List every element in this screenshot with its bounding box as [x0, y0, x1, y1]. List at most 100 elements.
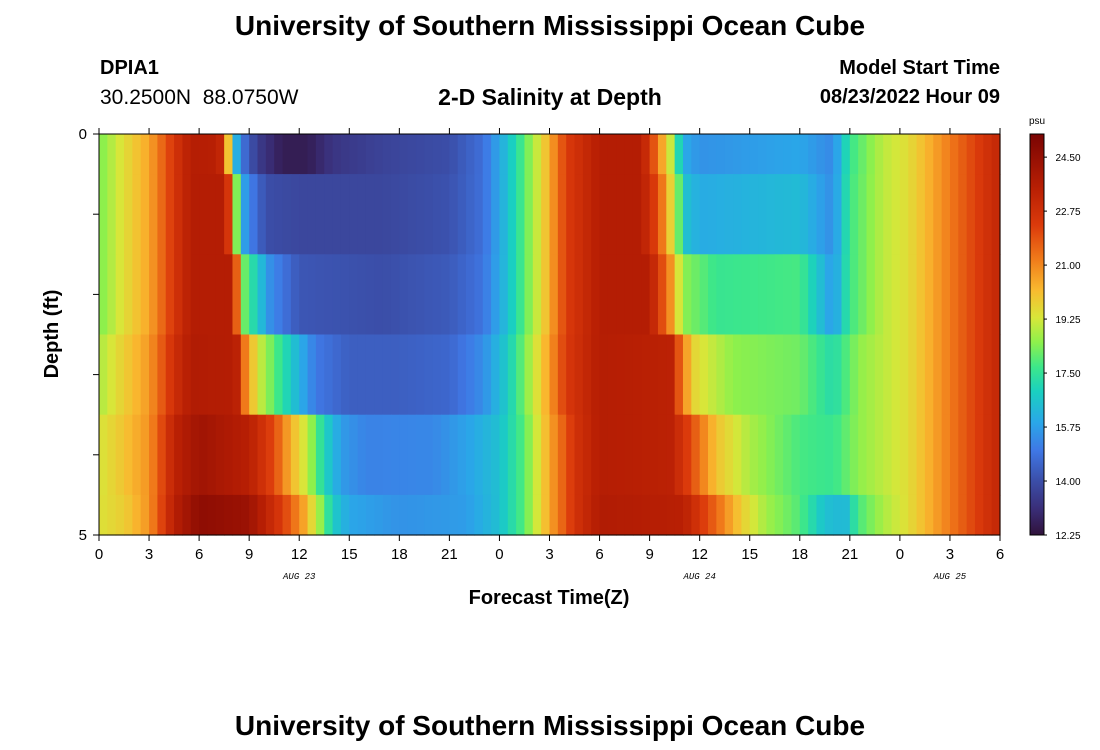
y-axis-title: Depth (ft): [41, 290, 63, 379]
heatmap-cell: [574, 134, 584, 175]
heatmap-cell: [207, 414, 217, 496]
heatmap-cell: [991, 134, 1001, 175]
heatmap-cell: [240, 254, 250, 336]
heatmap-cell: [966, 254, 976, 336]
colorbar-tick-label: 21.00: [1055, 261, 1080, 272]
heatmap-cell: [549, 174, 559, 255]
x-tick-label: 6: [595, 546, 603, 563]
heatmap-cell: [566, 334, 576, 416]
heatmap-cell: [691, 174, 701, 255]
x-tick-label: 0: [95, 546, 103, 563]
heatmap-cell: [265, 174, 275, 255]
heatmap-cell: [649, 134, 659, 175]
heatmap-cell: [858, 414, 868, 496]
heatmap-cell: [382, 254, 392, 336]
heatmap-cell: [132, 134, 142, 175]
heatmap-cell: [491, 174, 501, 255]
heatmap-cell: [207, 494, 217, 536]
heatmap-cell: [641, 174, 651, 255]
heatmap-cell: [724, 254, 734, 336]
heatmap-cell: [124, 414, 133, 496]
heatmap-cell: [382, 414, 392, 496]
heatmap-cell: [474, 414, 484, 496]
heatmap-cell: [340, 334, 350, 416]
heatmap-cell: [532, 134, 542, 175]
heatmap-cell: [966, 494, 976, 536]
heatmap-cell: [249, 414, 259, 496]
heatmap-cell: [299, 494, 309, 536]
heatmap-cell: [599, 494, 609, 536]
heatmap-cell: [232, 334, 242, 416]
heatmap-cell: [340, 254, 350, 336]
heatmap-cell: [357, 134, 367, 175]
heatmap-cell: [599, 414, 609, 496]
x-tick-label: 18: [391, 546, 408, 563]
heatmap-cell: [682, 254, 692, 336]
heatmap-cell: [632, 494, 642, 536]
heatmap-cell: [791, 134, 801, 175]
heatmap-cell: [557, 174, 567, 255]
heatmap-cell: [340, 134, 350, 175]
heatmap-cell: [457, 134, 467, 175]
colorbar-scale: [1029, 133, 1045, 536]
heatmap-cell: [240, 134, 250, 175]
heatmap-cell: [933, 334, 943, 416]
heatmap-cell: [849, 254, 859, 336]
heatmap-cell: [416, 174, 425, 255]
heatmap-cell: [299, 414, 309, 496]
heatmap-cell: [482, 174, 492, 255]
model-start-value: 08/23/2022 Hour 09: [819, 86, 1000, 108]
heatmap-cell: [824, 134, 834, 175]
heatmap-cell: [199, 174, 209, 255]
heatmap-cell: [315, 494, 325, 536]
heatmap-cell: [374, 254, 384, 336]
heatmap-cell: [282, 134, 292, 175]
heatmap-cell: [424, 174, 434, 255]
heatmap-cell: [858, 254, 868, 336]
heatmap-cell: [824, 174, 834, 255]
heatmap-cell: [399, 494, 409, 536]
heatmap-cell: [624, 254, 634, 336]
heatmap-cell: [182, 134, 192, 175]
heatmap-cell: [282, 494, 292, 536]
heatmap-cell: [124, 494, 133, 536]
heatmap-cell: [274, 174, 284, 255]
heatmap-cell: [482, 254, 492, 336]
heatmap-cell: [916, 494, 926, 536]
heatmap-cell: [257, 414, 267, 496]
heatmap-cell: [941, 414, 951, 496]
heatmap-cell: [983, 494, 993, 536]
heatmap-cell: [958, 174, 968, 255]
heatmap-cell: [182, 494, 192, 536]
heatmap-cell: [674, 174, 684, 255]
heatmap-cell: [482, 134, 492, 175]
heatmap-cell: [416, 334, 425, 416]
heatmap-cell: [174, 254, 184, 336]
x-tick-label: 15: [341, 546, 358, 563]
heatmap-cell: [374, 134, 384, 175]
heatmap-cell: [307, 254, 317, 336]
heatmap-cell: [891, 134, 901, 175]
heatmap-cell: [99, 334, 108, 416]
heatmap-cell: [99, 254, 108, 336]
heatmap-cell: [557, 134, 567, 175]
heatmap-cell: [591, 254, 601, 336]
heatmap-cell: [849, 494, 859, 536]
heatmap-cell: [274, 494, 284, 536]
heatmap-cell: [249, 134, 259, 175]
heatmap-cell: [157, 334, 167, 416]
heatmap-cell: [933, 134, 943, 175]
heatmap-cell: [958, 494, 968, 536]
y-axis: 05: [79, 126, 99, 544]
heatmap-cell: [599, 134, 609, 175]
heatmap-cell: [899, 334, 909, 416]
heatmap-cell: [874, 494, 884, 536]
heatmap-cell: [591, 414, 601, 496]
heatmap-cell: [699, 334, 709, 416]
heatmap-cell: [891, 334, 901, 416]
heatmap-cell: [149, 134, 158, 175]
heatmap-cell: [215, 134, 225, 175]
heatmap-cell: [399, 254, 409, 336]
heatmap-cell: [240, 334, 250, 416]
heatmap-cell: [157, 494, 167, 536]
